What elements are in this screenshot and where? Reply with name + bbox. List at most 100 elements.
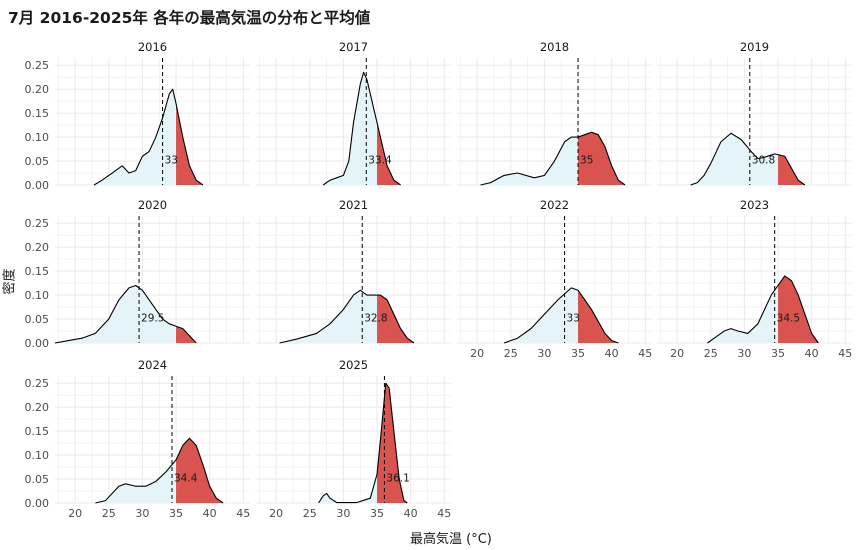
panel-grid (657, 216, 852, 344)
x-tick-label: 40 (404, 507, 418, 520)
density-curve (503, 287, 619, 344)
x-tick-label: 45 (838, 347, 852, 360)
facet-strip-label: 2019 (740, 40, 769, 54)
density-curve (690, 132, 806, 186)
facet-panel-2022: 2022 33 20 25 30 35 40 45 (457, 198, 652, 360)
facet-panel-2024: 2024 34.4 0.00 0.05 0.10 0.15 0.20 0.25 20 25 30 35… (25, 358, 251, 520)
mean-value-label: 34.5 (777, 312, 800, 324)
y-tick-label: 0.25 (25, 217, 50, 230)
mean-value-label: 33 (165, 154, 178, 166)
facet-panel-2017: 2017 33.4 (256, 40, 451, 186)
y-tick-label: 0.05 (25, 155, 50, 168)
facet-strip-label: 2024 (138, 358, 167, 372)
y-tick-label: 0.10 (25, 449, 50, 462)
density-area-above-35 (176, 438, 224, 503)
mean-value-label: 36.1 (386, 472, 409, 484)
density-curve (95, 437, 224, 504)
mean-value-label: 33.4 (368, 154, 392, 166)
facet-panel-2016: 2016 33 0.00 0.05 0.10 0.15 0.20 0.25 (25, 40, 250, 192)
x-tick-label: 40 (203, 507, 217, 520)
density-curve (480, 131, 626, 186)
density-area-below-35 (279, 290, 378, 343)
y-tick-label: 0.00 (25, 497, 50, 510)
density-curve (93, 88, 204, 186)
facet-panel-2021: 2021 32.8 (256, 198, 451, 344)
facet-strip-label: 2025 (339, 358, 368, 372)
density-area-below-35 (504, 287, 579, 343)
y-tick-label: 0.20 (25, 241, 50, 254)
x-tick-label: 30 (537, 347, 551, 360)
y-tick-label: 0.15 (25, 265, 50, 278)
facet-panel-2020: 2020 29.5 0.00 0.05 0.10 0.15 0.20 0.25 (25, 198, 250, 350)
density-area-above-35 (578, 132, 626, 185)
y-tick-label: 0.15 (25, 107, 50, 120)
density-area-above-35 (778, 275, 819, 343)
x-tick-label: 35 (571, 347, 585, 360)
y-tick-label: 0.20 (25, 401, 50, 414)
mean-value-label: 33 (567, 312, 580, 324)
density-area-below-35 (55, 285, 177, 343)
density-curve (322, 71, 401, 186)
x-tick-label: 35 (771, 347, 785, 360)
x-tick-label: 40 (605, 347, 619, 360)
density-area-below-35 (480, 137, 579, 185)
x-axis-title: 最高気温 (°C) (410, 532, 492, 547)
mean-value-label: 32.8 (364, 312, 387, 324)
density-area-above-35 (578, 290, 619, 343)
x-tick-label: 45 (236, 507, 250, 520)
density-area-above-35 (176, 326, 197, 343)
x-tick-label: 35 (370, 507, 384, 520)
facet-panel-2023: 2023 34.5 20 25 30 35 40 45 (657, 198, 852, 360)
x-tick-label: 30 (737, 347, 751, 360)
x-tick-label: 35 (169, 507, 183, 520)
density-area-below-35 (707, 285, 779, 343)
x-tick-label: 20 (470, 347, 484, 360)
mean-value-label: 35 (580, 154, 593, 166)
density-area-below-35 (95, 459, 177, 503)
x-tick-label: 40 (805, 347, 819, 360)
y-tick-label: 0.10 (25, 131, 50, 144)
facet-strip-label: 2018 (540, 40, 569, 54)
facet-strip-label: 2021 (339, 198, 368, 212)
density-area-below-35 (323, 72, 378, 185)
density-area-above-35 (176, 103, 203, 185)
x-tick-label: 20 (68, 507, 82, 520)
x-tick-label: 25 (704, 347, 718, 360)
facet-panel-2018: 2018 35 (457, 40, 652, 186)
y-tick-label: 0.15 (25, 425, 50, 438)
facet-strip-label: 2023 (740, 198, 769, 212)
facet-strip-label: 2016 (138, 40, 167, 54)
facet-strip-label: 2017 (339, 40, 368, 54)
panel-grid (256, 376, 451, 504)
y-tick-label: 0.20 (25, 83, 50, 96)
x-tick-label: 25 (102, 507, 116, 520)
x-tick-label: 25 (303, 507, 317, 520)
mean-value-label: 29.5 (141, 312, 164, 324)
y-tick-label: 0.10 (25, 289, 50, 302)
density-area-below-35 (94, 89, 177, 185)
y-tick-label: 0.00 (25, 337, 50, 350)
density-area-above-35 (778, 154, 805, 185)
y-tick-label: 0.05 (25, 473, 50, 486)
x-tick-label: 45 (638, 347, 652, 360)
x-tick-label: 30 (135, 507, 149, 520)
x-tick-label: 20 (269, 507, 283, 520)
density-curve (279, 289, 415, 344)
y-tick-label: 0.25 (25, 377, 50, 390)
facet-panel-2019: 2019 30.8 (657, 40, 852, 186)
y-tick-label: 0.25 (25, 59, 50, 72)
mean-value-label: 34.4 (174, 472, 198, 484)
x-tick-label: 45 (437, 507, 451, 520)
density-area-above-35 (377, 122, 401, 185)
density-area-below-35 (318, 474, 378, 503)
x-tick-label: 25 (504, 347, 518, 360)
y-tick-label: 0.05 (25, 313, 50, 326)
mean-value-label: 30.8 (752, 154, 775, 166)
facet-strip-label: 2022 (540, 198, 569, 212)
facet-strip-label: 2020 (138, 198, 167, 212)
y-axis-title: 密度 (2, 268, 18, 295)
y-tick-label: 0.00 (25, 179, 50, 192)
